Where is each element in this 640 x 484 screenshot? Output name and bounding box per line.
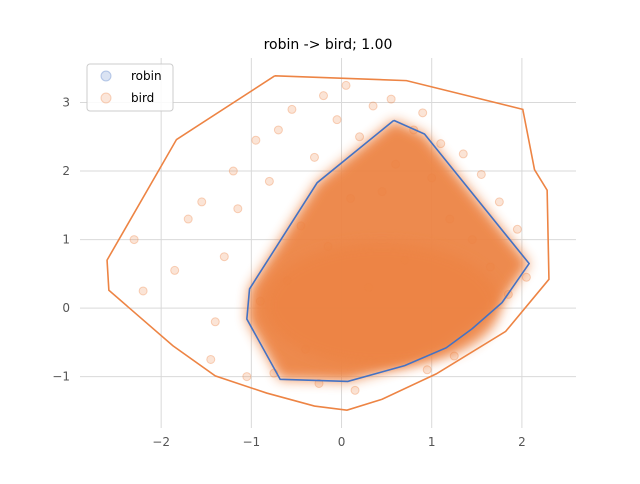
bird-point bbox=[314, 378, 324, 388]
bird-point bbox=[129, 235, 139, 245]
bird-point bbox=[273, 125, 283, 135]
bird-point bbox=[391, 159, 401, 169]
x-tick-label: −1 bbox=[242, 435, 260, 449]
bird-point bbox=[183, 214, 193, 224]
x-tick-label: 0 bbox=[338, 435, 346, 449]
chart-title: robin -> bird; 1.00 bbox=[264, 37, 393, 53]
legend-label-robin: robin bbox=[131, 69, 162, 83]
bird-point bbox=[341, 80, 351, 90]
bird-hull-line bbox=[106, 75, 550, 412]
bird-point bbox=[242, 372, 252, 382]
bird-point bbox=[282, 276, 292, 286]
x-tick-label: −2 bbox=[152, 435, 170, 449]
bird-point bbox=[264, 176, 274, 186]
bird-dense-center bbox=[264, 242, 501, 367]
bird-point bbox=[476, 169, 486, 179]
y-tick-label: 3 bbox=[62, 96, 70, 110]
bird-point bbox=[287, 104, 297, 114]
bird-point bbox=[296, 221, 306, 231]
legend: robin bird bbox=[86, 63, 174, 112]
bird-point bbox=[350, 385, 360, 395]
bird-point bbox=[400, 255, 410, 265]
robin-hull-line bbox=[246, 119, 531, 383]
bird-point bbox=[318, 91, 328, 101]
bird-point bbox=[512, 224, 522, 234]
bird-point bbox=[138, 286, 148, 296]
bird-point bbox=[427, 173, 437, 183]
hull-lines bbox=[106, 75, 550, 412]
bird-point bbox=[197, 197, 207, 207]
bird-point bbox=[521, 272, 531, 282]
legend-marker-robin bbox=[100, 70, 112, 82]
bird-point bbox=[377, 187, 387, 197]
legend-label-bird: bird bbox=[131, 91, 154, 105]
bird-point bbox=[251, 135, 261, 145]
axis-ticks: −2 −1 0 1 2 −1 0 1 2 3 bbox=[52, 96, 525, 449]
bird-point bbox=[355, 132, 365, 142]
bird-point bbox=[458, 149, 468, 159]
bird-point bbox=[436, 139, 446, 149]
bird-point bbox=[364, 283, 374, 293]
bird-point bbox=[445, 214, 455, 224]
bird-point bbox=[309, 152, 319, 162]
bird-point bbox=[485, 262, 495, 272]
legend-marker-bird bbox=[100, 92, 112, 104]
x-tick-label: 2 bbox=[518, 435, 526, 449]
bird-point bbox=[233, 204, 243, 214]
bird-point bbox=[210, 317, 220, 327]
bird-point bbox=[494, 197, 504, 207]
y-tick-label: 0 bbox=[62, 301, 70, 315]
bird-point bbox=[228, 166, 238, 176]
bird-scatter-points bbox=[129, 80, 531, 395]
y-tick-label: −1 bbox=[52, 370, 70, 384]
bird-point bbox=[323, 241, 333, 251]
bird-point bbox=[170, 265, 180, 275]
bird-point bbox=[418, 108, 428, 118]
y-tick-label: 2 bbox=[62, 164, 70, 178]
bird-point bbox=[368, 101, 378, 111]
bird-point bbox=[467, 235, 477, 245]
bird-point bbox=[206, 354, 216, 364]
bird-point bbox=[332, 115, 342, 125]
y-tick-label: 1 bbox=[62, 233, 70, 247]
bird-point bbox=[386, 94, 396, 104]
bird-point bbox=[300, 344, 310, 354]
bird-point bbox=[346, 193, 356, 203]
bird-point bbox=[449, 351, 459, 361]
bird-density-cloud bbox=[246, 120, 530, 382]
legend-box bbox=[86, 63, 174, 112]
bird-point bbox=[255, 296, 265, 306]
x-tick-label: 1 bbox=[428, 435, 436, 449]
bird-point bbox=[219, 252, 229, 262]
bird-point bbox=[422, 365, 432, 375]
